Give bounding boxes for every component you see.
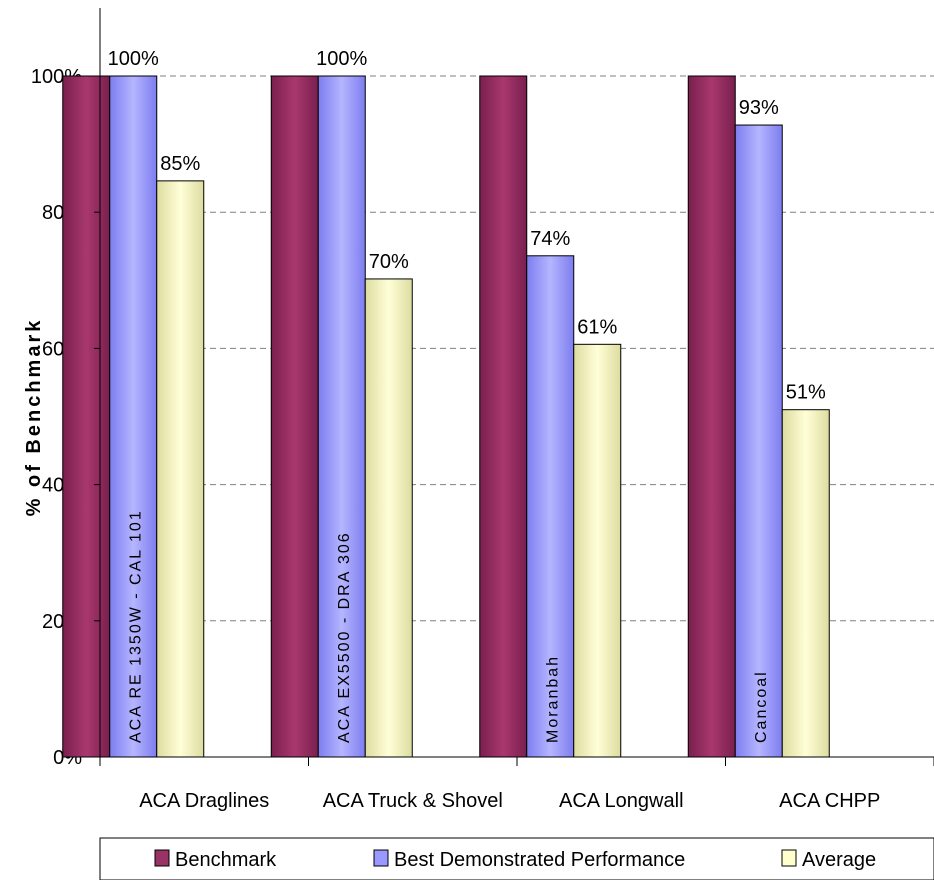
legend-swatch-0 (154, 849, 170, 867)
axes: ACA Draglines ACA Truck & Shovel ACA Longw… (94, 8, 934, 812)
data-label: 85% (160, 153, 200, 175)
x-tick-label: ACA Longwall (559, 790, 684, 812)
bar-annotation: Cancoal (753, 670, 770, 743)
bar-1 (109, 75, 158, 758)
bar-2 (364, 278, 413, 758)
bar-0 (62, 75, 111, 758)
bar-annotation: ACA EX5500 - DRA 306 (336, 531, 353, 743)
y-axis-label: % of Benchmark (23, 318, 45, 517)
data-label: 74% (530, 228, 570, 250)
bar-2 (573, 343, 622, 758)
bar-1 (734, 124, 783, 758)
x-tick-label: ACA Draglines (139, 790, 269, 812)
legend-swatch-2 (781, 849, 797, 867)
data-label: 100% (108, 48, 159, 70)
bars (62, 75, 830, 758)
bar-annotation: ACA RE 1350W - CAL 101 (127, 509, 144, 743)
bar-1 (317, 75, 366, 758)
legend-label: Average (802, 849, 876, 871)
bar-0 (687, 75, 736, 758)
data-label: 51% (786, 382, 826, 404)
data-label: 70% (369, 251, 409, 273)
data-labels: 100% 85% ACA RE 1350W - CAL 101 100% 70% ACA … (108, 48, 826, 743)
legend-label: Best Demonstrated Performance (394, 849, 685, 871)
bar-0 (479, 75, 528, 758)
data-label: 61% (577, 316, 617, 338)
x-tick-label: ACA CHPP (779, 790, 880, 812)
bar-2 (156, 180, 205, 758)
bar-0 (270, 75, 319, 758)
bar-annotation: Moranbah (544, 655, 561, 743)
bar-2 (781, 409, 830, 758)
x-tick-label: ACA Truck & Shovel (323, 790, 503, 812)
legend-label: Benchmark (175, 849, 277, 871)
data-label: 100% (316, 48, 367, 70)
data-label: 93% (739, 97, 779, 119)
legend-swatch-1 (373, 849, 389, 867)
legend: Benchmark Best Demonstrated Performance Av… (99, 837, 934, 880)
